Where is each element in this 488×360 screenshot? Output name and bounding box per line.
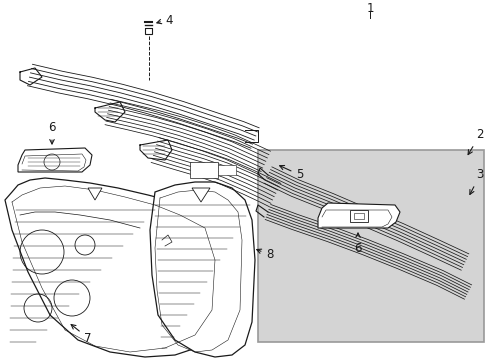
Polygon shape: [88, 188, 102, 200]
Text: 8: 8: [256, 248, 273, 261]
Polygon shape: [317, 203, 399, 228]
Polygon shape: [192, 188, 209, 202]
Text: 2: 2: [467, 129, 483, 154]
Bar: [218, 165, 236, 175]
Bar: [145, 28, 152, 34]
Polygon shape: [5, 178, 227, 357]
Polygon shape: [18, 148, 92, 172]
Text: 4: 4: [164, 13, 172, 27]
Bar: [349, 210, 367, 222]
Text: 3: 3: [469, 168, 483, 194]
Polygon shape: [150, 182, 254, 357]
Bar: [190, 162, 218, 178]
Text: 1: 1: [366, 1, 373, 14]
Text: 5: 5: [279, 166, 303, 181]
Bar: [353, 213, 363, 219]
Text: 7: 7: [71, 324, 92, 345]
Text: 6: 6: [48, 121, 56, 144]
Text: 6: 6: [353, 233, 361, 255]
Bar: [258, 150, 483, 342]
